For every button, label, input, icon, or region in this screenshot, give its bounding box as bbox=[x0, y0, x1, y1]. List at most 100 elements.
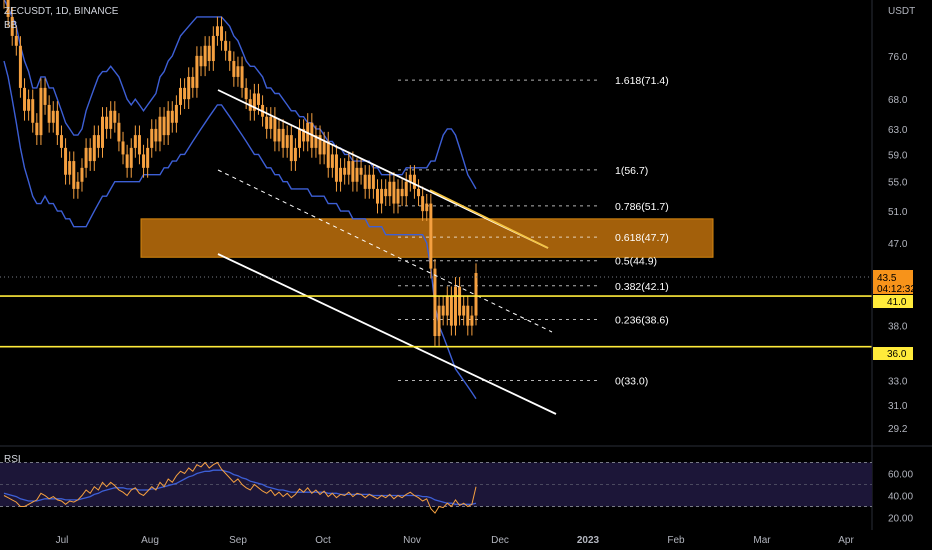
level-36-badge: 36.0 bbox=[873, 347, 913, 360]
candle-body bbox=[285, 135, 289, 148]
rsi-line bbox=[3, 461, 477, 514]
current-price-badge: 43.5 04:12:32 bbox=[873, 270, 916, 295]
candle bbox=[384, 179, 388, 207]
candle-body bbox=[191, 76, 195, 88]
candle-body bbox=[59, 135, 63, 148]
channel-lower-line[interactable] bbox=[217, 253, 557, 415]
candle-body bbox=[220, 26, 224, 41]
candle-body bbox=[162, 116, 166, 136]
candle-body bbox=[121, 141, 125, 155]
candle bbox=[142, 144, 146, 178]
candle bbox=[195, 46, 199, 98]
candle bbox=[359, 158, 363, 185]
fib-label-7: 0(33.0) bbox=[615, 376, 648, 388]
price-tick-4: 55.0 bbox=[888, 178, 908, 189]
price-tick-5: 51.0 bbox=[888, 207, 908, 218]
candle-body bbox=[18, 45, 22, 88]
candle bbox=[72, 151, 76, 199]
candle bbox=[158, 107, 162, 152]
candle-body bbox=[367, 174, 371, 189]
candle bbox=[64, 138, 68, 185]
candle-body bbox=[396, 188, 400, 204]
candle bbox=[121, 131, 125, 165]
candle-body bbox=[113, 110, 117, 123]
rsi-label[interactable]: RSI bbox=[4, 454, 21, 465]
candle-body bbox=[474, 273, 478, 316]
candle-body bbox=[371, 174, 375, 189]
candles bbox=[3, 0, 478, 346]
candle-body bbox=[375, 188, 379, 204]
candle bbox=[125, 144, 129, 178]
candle bbox=[232, 51, 236, 87]
symbol-title[interactable]: ZECUSDT, 1D, BINANCE bbox=[4, 6, 119, 17]
candle-body bbox=[47, 104, 51, 123]
candle bbox=[392, 172, 396, 214]
candle-body bbox=[23, 87, 27, 111]
candle bbox=[474, 263, 478, 326]
candle-body bbox=[458, 286, 462, 316]
rsi-tick-1: 40.00 bbox=[888, 492, 913, 503]
currency-label: USDT bbox=[888, 6, 915, 17]
time-axis[interactable]: Jul Aug Sep Oct Nov Dec 2023 Feb Mar Apr bbox=[56, 535, 855, 546]
candle bbox=[314, 125, 318, 158]
candle-body bbox=[228, 50, 232, 62]
candle-body bbox=[236, 66, 240, 77]
indicator-label-bb[interactable]: BB bbox=[4, 20, 18, 31]
candle bbox=[23, 78, 27, 121]
candle bbox=[293, 138, 297, 171]
candle bbox=[269, 107, 273, 139]
supply-zone-rect[interactable] bbox=[140, 218, 714, 258]
candle-body bbox=[412, 174, 416, 189]
candle-body bbox=[72, 161, 76, 189]
rsi-pane: 60.00 40.00 20.00 bbox=[0, 461, 913, 525]
candle bbox=[400, 179, 404, 207]
fib-label-0: 1.618(71.4) bbox=[615, 75, 669, 87]
candle-body bbox=[129, 147, 133, 168]
candle bbox=[289, 125, 293, 171]
candle bbox=[101, 107, 105, 158]
candle bbox=[146, 138, 150, 178]
candle-body bbox=[224, 40, 228, 51]
candle-body bbox=[80, 167, 84, 182]
candle bbox=[84, 138, 88, 178]
candle bbox=[10, 7, 14, 46]
channel-middle-dashed[interactable] bbox=[217, 169, 553, 333]
candle bbox=[273, 107, 277, 152]
support-levels[interactable] bbox=[0, 295, 872, 348]
rsi-tick-2: 20.00 bbox=[888, 514, 913, 525]
candle bbox=[339, 158, 343, 192]
candle bbox=[277, 119, 281, 152]
candle bbox=[129, 138, 133, 178]
time-tick-4: Nov bbox=[403, 535, 421, 546]
candle-body bbox=[273, 116, 277, 142]
candle-body bbox=[232, 61, 236, 77]
candle bbox=[425, 193, 429, 221]
candle-body bbox=[133, 135, 137, 148]
candle-body bbox=[68, 161, 72, 175]
candle-body bbox=[101, 116, 105, 148]
candle-body bbox=[433, 268, 437, 337]
candle bbox=[137, 125, 141, 165]
candle bbox=[433, 258, 437, 346]
candle-body bbox=[265, 116, 269, 129]
price-tick-0: 76.0 bbox=[888, 52, 908, 63]
candle bbox=[178, 78, 182, 115]
level-41-badge: 41.0 bbox=[873, 295, 913, 308]
candle bbox=[437, 296, 441, 346]
price-axis[interactable]: 76.0 68.0 63.0 59.0 55.0 51.0 47.0 38.0 33.0 31.0… bbox=[888, 52, 908, 435]
channel-lines[interactable] bbox=[217, 89, 557, 415]
candle bbox=[322, 131, 326, 165]
candle-body bbox=[470, 315, 474, 326]
candle bbox=[445, 286, 449, 326]
candle bbox=[117, 113, 121, 152]
candle-body bbox=[137, 135, 141, 155]
candle bbox=[388, 172, 392, 207]
candle-body bbox=[142, 154, 146, 168]
fib-label-3: 0.618(47.7) bbox=[615, 232, 669, 244]
candle-body bbox=[88, 147, 92, 162]
candle-body bbox=[178, 87, 182, 105]
candle-body bbox=[347, 161, 351, 175]
candle-body bbox=[421, 196, 425, 212]
candle-body bbox=[425, 203, 429, 212]
